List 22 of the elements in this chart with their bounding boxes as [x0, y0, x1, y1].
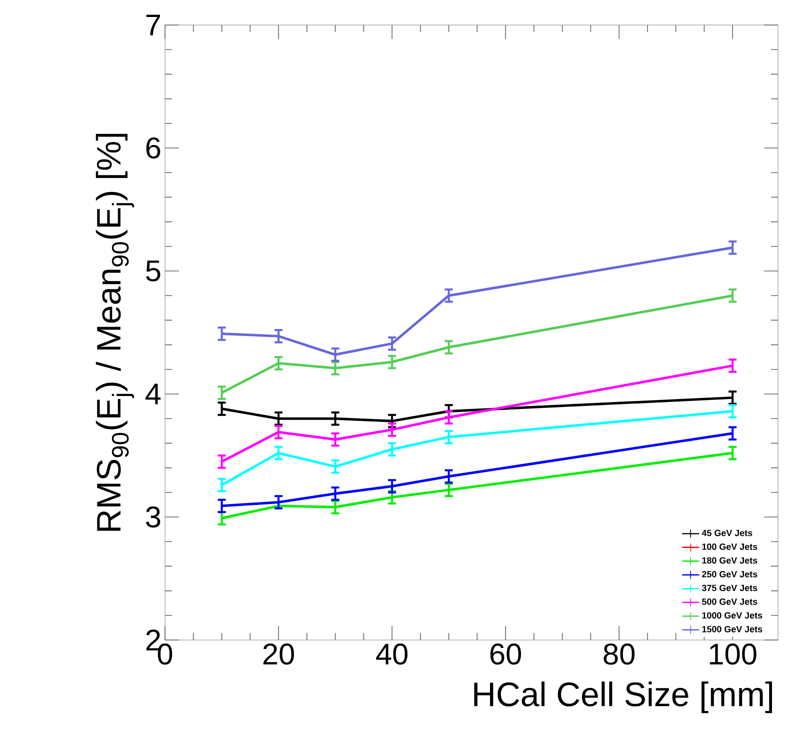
text: RMS$_{90}$(E$_{j}$) / Mean$_{90}$(E$_{j}$) [%]: [96, 134, 134, 531]
y-tick-label: 6: [146, 137, 160, 159]
legend-label: 100 GeV Jets: [702, 544, 758, 550]
x-tick-label: 80: [604, 644, 635, 665]
y-tick-label: 7: [146, 14, 160, 36]
legend-label: 250 GeV Jets: [702, 571, 758, 578]
x-tick-label: 20: [263, 644, 294, 665]
x-tick-label: 0: [158, 644, 172, 665]
legend-label: 1000 GeV Jets: [702, 612, 762, 619]
legend-label: 1500 GeV Jets: [702, 626, 762, 632]
legend-label: 500 GeV Jets: [702, 598, 758, 605]
x-axis-title: HCal Cell Size [mm]: [474, 682, 772, 714]
legend-label: 375 GeV Jets: [702, 584, 758, 592]
legend-label: 45 GeV Jets: [702, 530, 752, 536]
x-tick-label: 100: [710, 644, 756, 665]
y-tick-label: 5: [146, 260, 160, 282]
legend-label: 180 GeV Jets: [702, 557, 758, 564]
x-tick-label: 60: [490, 644, 522, 665]
y-tick-label: 3: [146, 506, 160, 528]
x-tick-label: 40: [376, 644, 408, 665]
y-tick-label: 2: [146, 630, 160, 650]
y-tick-label: 4: [146, 384, 161, 404]
